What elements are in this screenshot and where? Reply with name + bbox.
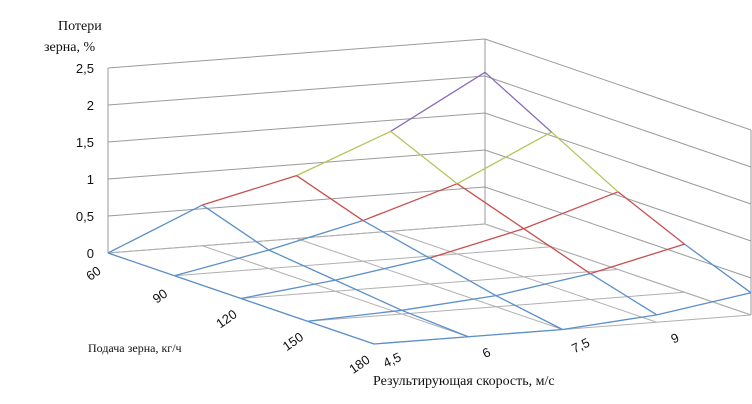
wall-gridline [107,75,752,168]
surface-line [174,275,242,300]
wall-gridline [107,149,752,242]
surface-line [617,191,685,245]
y-tick-label: 9 [668,330,681,347]
z-axis-title-line1: Потери [58,19,102,34]
surface-line [107,204,203,254]
y-tick-label: 4,5 [381,349,404,370]
surface-line [362,219,430,259]
surface-line [307,320,375,345]
x-tick-label: 90 [150,286,170,307]
z-tick-label: 0 [87,246,94,261]
surface-line [240,297,308,322]
z-tick-label: 2,5 [76,61,94,76]
surface-line [296,175,364,222]
wall-gridline [107,186,752,279]
surface-mesh [107,71,752,345]
surface-line [495,272,591,297]
surface-line [268,219,364,251]
floor-gridline [202,245,469,338]
surface-line [684,243,752,294]
surface-line [590,243,685,275]
x-tick-label: 120 [213,306,239,331]
surface-line [656,292,752,316]
surface-line [401,295,497,311]
chart-back-walls [107,38,752,345]
wall-gridline [107,223,752,316]
surface-line [523,191,619,230]
x-tick-label: 150 [280,329,306,354]
surface-line [401,309,469,338]
surface-line [334,279,403,311]
floor-gridline [484,223,752,316]
surface-line [468,328,563,338]
surface-line [562,314,657,331]
wall-gridline [107,112,752,205]
y-axis-title: Результирующая скорость, м/с [373,374,555,389]
surface-line [373,336,469,345]
surface-line [589,273,658,316]
surface-line [296,130,392,177]
surface-line [268,249,336,281]
x-tick-label: 60 [83,263,103,284]
surface-line [456,183,525,230]
x-tick-label: 180 [346,352,372,377]
surface-line [362,183,458,222]
surface-line [335,257,430,281]
surface-line [456,131,552,185]
surface-line [201,204,270,251]
z-axis-title-line2: зерна, % [44,40,95,55]
floor-gridline [296,238,563,330]
surface-line [174,249,269,277]
wall-gridline [107,38,752,131]
surface-line [484,71,552,133]
y-tick-label: 7,5 [569,335,592,356]
x-axis-title: Подача зерна, кг/ч [88,341,182,355]
surface-line [390,130,458,185]
surface-line [307,309,402,322]
floor-gridline [390,230,657,323]
surface-line [240,279,336,300]
y-tick-label: 6 [480,344,493,361]
z-tick-label: 1,5 [76,135,94,150]
surface-line [551,131,619,193]
surface-line [107,252,175,277]
surface-line [390,71,486,132]
z-tick-label: 1 [87,172,94,187]
surface-line [429,228,524,259]
surface-line [495,295,563,331]
surface-line [202,174,297,206]
surface-line [429,257,497,297]
z-tick-label: 2 [87,98,94,113]
z-tick-label: 0,5 [76,209,94,224]
surface-line [523,228,591,275]
